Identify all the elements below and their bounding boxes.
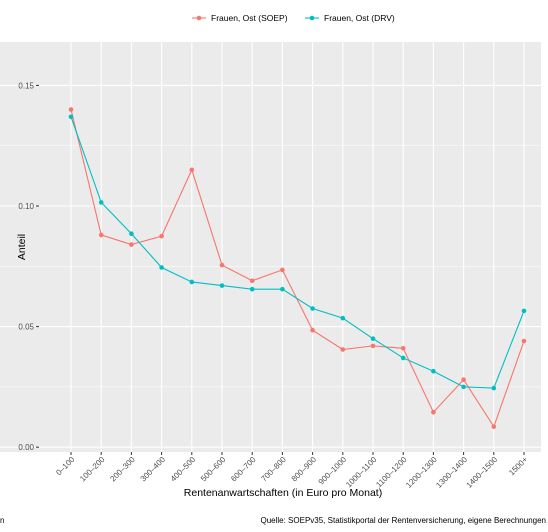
legend-item-1: Frauen, Ost (SOEP) (192, 13, 288, 23)
data-point (370, 343, 376, 349)
x-tick-label: 200–300 (108, 455, 137, 484)
data-point (68, 107, 74, 112)
x-tick-label: 1400–1500 (465, 455, 500, 490)
caption-left-fragment: n (0, 516, 4, 525)
y-tick-label: 0.15 (18, 81, 34, 90)
x-tick-label: 400–500 (169, 455, 198, 484)
legend-key-point (309, 15, 315, 21)
y-axis-title: Anteil (16, 234, 28, 260)
legend-label: Frauen, Ost (SOEP) (211, 13, 288, 23)
data-point (491, 385, 497, 391)
x-tick-label: 1000–1100 (344, 455, 379, 490)
data-point (159, 265, 164, 270)
y-axis: 0.00 0.05 0.10 0.15 (18, 81, 39, 452)
x-axis: 0–100 100–200 200–300 300–400 400–500 500–600… (54, 452, 530, 490)
x-tick-label: 700–800 (259, 455, 288, 484)
x-tick-label: 1500+ (507, 455, 529, 477)
source-caption: Quelle: SOEPv35, Statistikportal der Ren… (260, 516, 546, 525)
x-tick-label: 900–1000 (317, 455, 349, 487)
data-point (129, 231, 134, 237)
series-line (70, 116, 525, 389)
data-point (249, 278, 255, 284)
data-point (310, 306, 315, 311)
data-point (98, 232, 104, 238)
data-point (400, 355, 406, 361)
data-point (219, 283, 225, 288)
data-point (461, 384, 466, 390)
data-point (340, 315, 346, 321)
x-tick-label: 300–400 (139, 455, 168, 484)
data-point (189, 167, 195, 173)
legend-key-point (196, 15, 202, 21)
x-axis-title: Rentenanwartschaften (in Euro pro Monat) (184, 487, 382, 499)
data-point (370, 336, 376, 341)
data-point (340, 347, 346, 352)
legend-item-2: Frauen, Ost (DRV) (305, 13, 395, 23)
data-point (521, 308, 527, 314)
data-point (310, 327, 315, 333)
x-tick-label: 100–200 (78, 455, 107, 484)
series-1 (68, 107, 527, 429)
plot-panel (0, 42, 541, 452)
data-point (68, 114, 74, 120)
x-tick-label: 800–900 (290, 455, 319, 484)
grid-lines (0, 42, 541, 452)
data-point (280, 286, 285, 292)
series-line (70, 109, 525, 428)
legend: Frauen, Ost (SOEP) Frauen, Ost (DRV) (192, 13, 395, 23)
data-point (98, 200, 104, 205)
series-2 (68, 114, 527, 391)
data-point (400, 345, 406, 351)
x-tick-label: 0–100 (54, 455, 76, 477)
y-tick-label: 0.10 (18, 202, 34, 211)
y-tick-label: 0.05 (18, 323, 34, 332)
data-point (249, 286, 255, 292)
series-layer (68, 107, 527, 429)
data-point (219, 262, 225, 268)
data-point (189, 279, 195, 285)
x-tick-label: 1300–1400 (434, 455, 469, 490)
legend-label: Frauen, Ost (DRV) (324, 13, 395, 23)
data-point (521, 338, 527, 344)
data-point (461, 377, 466, 382)
data-point (280, 267, 285, 273)
data-point (129, 242, 134, 247)
data-point (431, 368, 436, 374)
x-tick-label: 500–600 (199, 455, 228, 484)
data-point (491, 424, 497, 429)
data-point (431, 409, 436, 415)
y-tick-label: 0.00 (18, 443, 34, 452)
data-point (159, 233, 164, 239)
x-tick-label: 1200–1300 (404, 455, 439, 490)
x-tick-label: 600–700 (229, 455, 258, 484)
